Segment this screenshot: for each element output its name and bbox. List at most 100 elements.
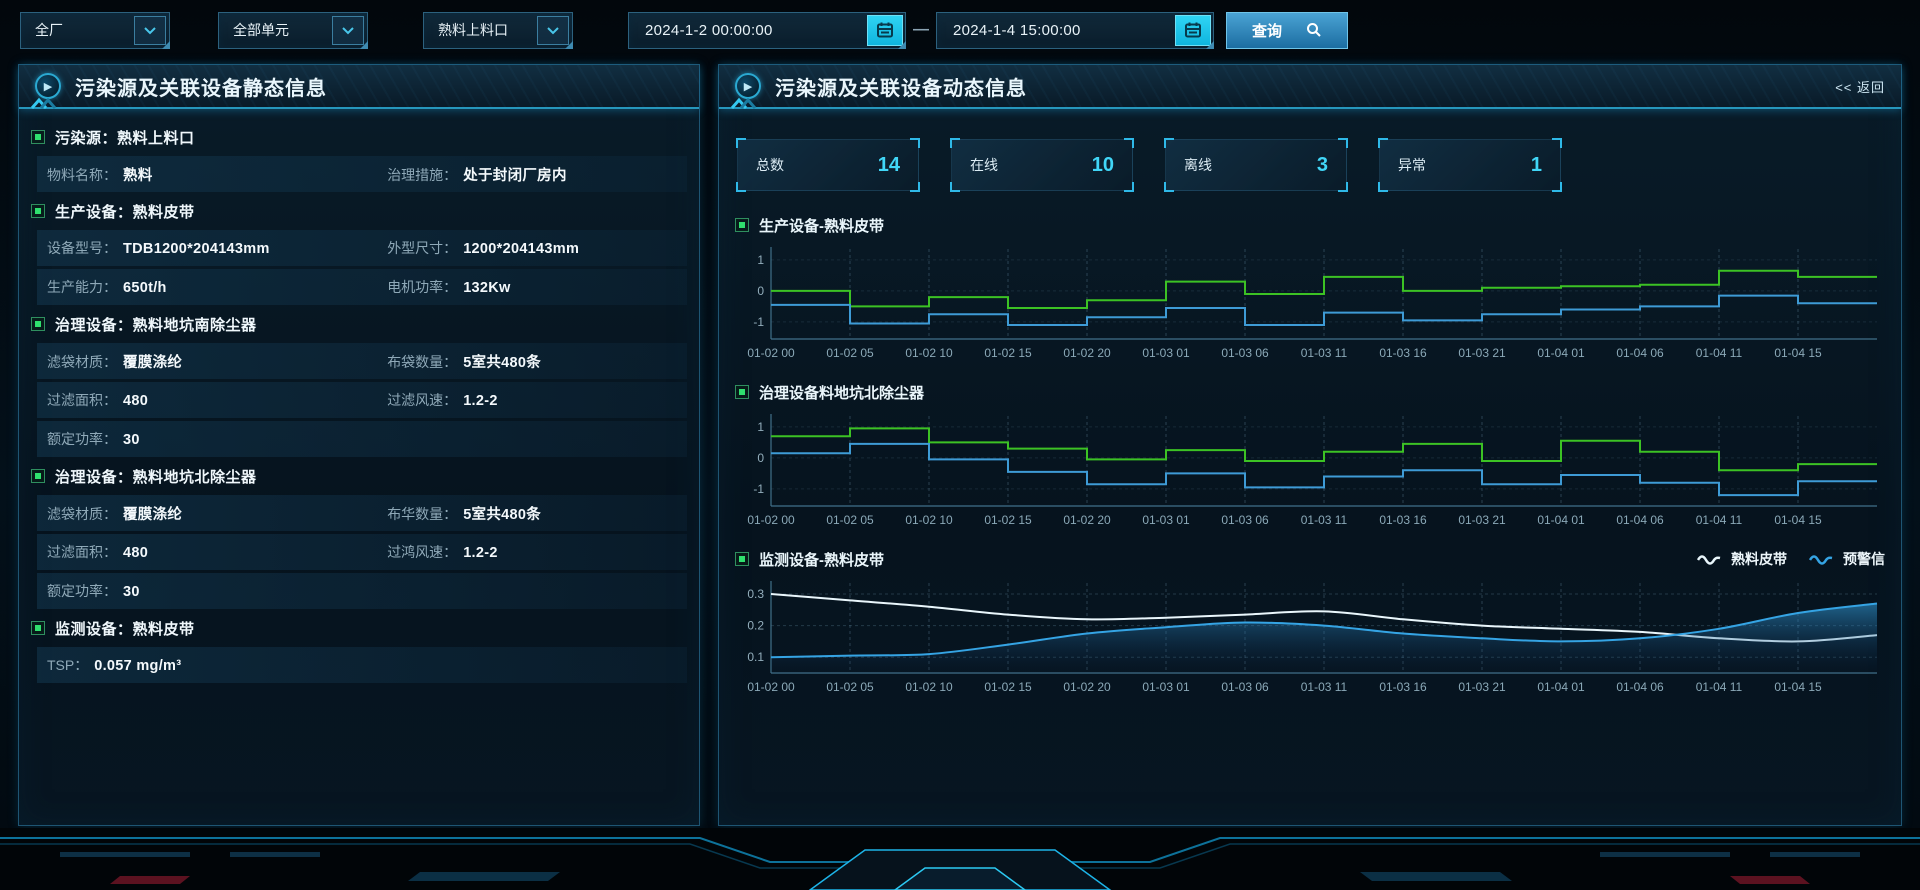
chart-svg: 1 0 -1 01-02 00 01-02 05 01-02 10 01-02 15 01-0…: [747, 414, 1877, 527]
svg-text:01-04 11: 01-04 11: [1696, 680, 1743, 694]
wavy-line-icon: [1809, 555, 1833, 565]
legend-item[interactable]: 熟料皮带: [1697, 549, 1787, 569]
field-label: 生产能力：: [47, 279, 117, 295]
unit-select[interactable]: 全部单元: [218, 11, 368, 49]
charts-area: 生产设备-熟料皮带 1 0 -1 01-02 00 01-02 05 01-02 10 01-…: [719, 191, 1901, 706]
dynamic-info-panel: ▶ 污染源及关联设备动态信息 << 返回 总数 14 在线 10 离线 3 异常 1 生产设备…: [718, 64, 1902, 826]
svg-text:01-04 15: 01-04 15: [1774, 513, 1822, 527]
chart-canvas[interactable]: 0.3 0.2 0.1 01-02 00 01-02 05 01-02 10 01-02 1…: [735, 577, 1885, 706]
corner-bracket: [736, 182, 746, 192]
back-button[interactable]: << 返回: [1835, 79, 1885, 95]
chart-canvas[interactable]: 1 0 -1 01-02 00 01-02 05 01-02 10 01-02 15 01-0…: [735, 243, 1885, 372]
data-row: 设备型号： TDB1200*204143mm 外型尺寸： 1200*204143mm: [37, 230, 687, 266]
chart-canvas[interactable]: 1 0 -1 01-02 00 01-02 05 01-02 10 01-02 15 01-0…: [735, 410, 1885, 539]
field-value: 480: [123, 393, 149, 409]
chevron-down-icon: [134, 15, 166, 45]
stat-value: 3: [1316, 153, 1328, 176]
legend-item[interactable]: 预警信: [1809, 549, 1885, 569]
data-row: 过滤面积： 480 过滤风速： 1.2-2: [37, 382, 687, 418]
green-square-bullet-icon: [735, 218, 749, 232]
corner-bracket: [1552, 182, 1562, 192]
corner-bracket: [910, 138, 920, 148]
field-value: 5室共480条: [463, 506, 542, 523]
field-value: 5室共480条: [463, 354, 542, 371]
static-info-header: ▶ 污染源及关联设备静态信息: [19, 65, 699, 109]
start-date-input[interactable]: 2024-1-2 00:00:00: [628, 11, 906, 49]
corner-bracket: [736, 138, 746, 148]
svg-text:01-04 15: 01-04 15: [1774, 680, 1822, 694]
svg-text:01-04 01: 01-04 01: [1537, 680, 1585, 694]
date-range-separator: —: [913, 21, 929, 38]
svg-text:01-03 16: 01-03 16: [1379, 680, 1427, 694]
svg-text:01-04 06: 01-04 06: [1616, 346, 1664, 360]
query-button-label: 查询: [1251, 22, 1282, 40]
data-row: 过滤面积： 480 过鸿风速： 1.2-2: [37, 534, 687, 570]
chart-legend: 熟料皮带 预警信: [1697, 549, 1885, 569]
data-row: 额定功率： 30: [37, 421, 687, 457]
svg-text:01-03 06: 01-03 06: [1221, 346, 1269, 360]
source-select-value: 熟料上料口: [438, 22, 508, 38]
svg-text:01-02 00: 01-02 00: [747, 680, 795, 694]
chart-title-row: 治理设备料地坑北除尘器: [735, 378, 1885, 406]
field-value: 覆膜涤纶: [123, 354, 183, 371]
chevron-ornament-icon: [729, 97, 759, 115]
section-header-row: 污染源：熟料上料口: [31, 121, 687, 153]
svg-text:0.3: 0.3: [747, 587, 764, 601]
wavy-line-icon: [1697, 555, 1721, 565]
data-row: 滤袋材质： 覆膜涤纶 布华数量： 5室共480条: [37, 495, 687, 531]
svg-text:01-03 16: 01-03 16: [1379, 346, 1427, 360]
field-value: 0.057 mg/m³: [94, 658, 182, 674]
field-value: 480: [123, 545, 149, 561]
device-stats-row: 总数 14 在线 10 离线 3 异常 1: [719, 109, 1901, 192]
stat-label: 离线: [1184, 157, 1212, 173]
svg-text:1: 1: [757, 420, 764, 434]
svg-text:01-02 15: 01-02 15: [984, 513, 1032, 527]
source-select[interactable]: 熟料上料口: [423, 11, 573, 49]
stat-value: 1: [1530, 153, 1542, 176]
end-date-value: 2024-1-4 15:00:00: [953, 21, 1081, 39]
svg-text:01-04 06: 01-04 06: [1616, 513, 1664, 527]
field-label: 过滤风速：: [387, 392, 458, 408]
data-row: 生产能力： 650t/h 电机功率： 132Kw: [37, 269, 687, 305]
field-value: 132Kw: [463, 280, 511, 296]
svg-text:01-03 01: 01-03 01: [1142, 346, 1190, 360]
plant-select[interactable]: 全厂: [20, 11, 170, 49]
svg-text:01-03 06: 01-03 06: [1221, 680, 1269, 694]
corner-bracket: [1552, 138, 1562, 148]
field-label: 过滤面积：: [47, 544, 117, 560]
search-icon: [1307, 23, 1321, 37]
data-cell: 滤袋材质： 覆膜涤纶: [47, 351, 387, 372]
calendar-icon[interactable]: [867, 14, 903, 46]
calendar-icon[interactable]: [1175, 14, 1211, 46]
static-info-rows: 污染源：熟料上料口 物料名称： 熟料 治理措施： 处于封闭厂房内 生产设备：熟料皮带 设备型…: [19, 109, 699, 683]
data-cell: 设备型号： TDB1200*204143mm: [47, 238, 387, 258]
plant-select-value: 全厂: [35, 22, 63, 38]
svg-text:01-02 10: 01-02 10: [905, 680, 953, 694]
field-label: 治理措施：: [387, 166, 458, 183]
data-row: TSP： 0.057 mg/m³: [37, 647, 687, 683]
chart-block-2: 监测设备-熟料皮带 熟料皮带 预警信 0.3 0.2 0.1 01-02 00 01-02 0…: [735, 545, 1885, 706]
svg-text:01-03 21: 01-03 21: [1458, 346, 1506, 360]
green-square-icon: [35, 134, 41, 140]
green-square-icon: [35, 321, 41, 327]
field-label: 过鸿风速：: [387, 544, 458, 560]
svg-text:-1: -1: [753, 482, 764, 496]
corner-bracket: [1378, 138, 1388, 148]
corner-bracket: [950, 138, 960, 148]
start-date-value: 2024-1-2 00:00:00: [645, 21, 773, 39]
corner-bracket: [1124, 138, 1134, 148]
svg-text:01-02 00: 01-02 00: [747, 346, 795, 360]
green-square-icon: [35, 625, 41, 631]
stat-value: 14: [877, 153, 900, 176]
svg-text:01-02 10: 01-02 10: [905, 346, 953, 360]
svg-text:01-02 20: 01-02 20: [1063, 346, 1111, 360]
data-row: 滤袋材质： 覆膜涤纶 布袋数量： 5室共480条: [37, 343, 687, 379]
field-label: 滤袋材质：: [47, 505, 117, 522]
svg-text:01-02 05: 01-02 05: [826, 680, 874, 694]
chart-title: 生产设备-熟料皮带: [759, 217, 884, 235]
corner-bracket: [1338, 182, 1348, 192]
end-date-input[interactable]: 2024-1-4 15:00:00: [936, 11, 1214, 49]
data-cell: 外型尺寸： 1200*204143mm: [387, 238, 677, 258]
query-button[interactable]: 查询: [1226, 11, 1348, 49]
green-square-icon: [35, 473, 41, 479]
